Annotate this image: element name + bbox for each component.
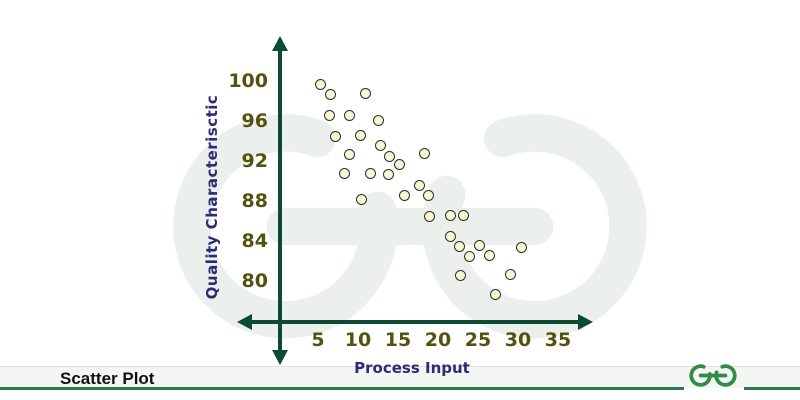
data-point [423, 190, 435, 201]
x-tick-label: 25 [464, 329, 492, 351]
data-point [339, 168, 351, 179]
data-point [394, 159, 406, 170]
data-point [490, 289, 502, 300]
data-point [464, 251, 475, 262]
geeksforgeeks-watermark [173, 114, 647, 339]
data-point [458, 210, 470, 221]
geeksforgeeks-logo [689, 364, 737, 387]
x-axis-line [250, 320, 580, 324]
x-axis-title: Process Input [354, 359, 470, 377]
data-point [399, 190, 411, 201]
x-tick-label: 10 [344, 329, 372, 351]
data-point [372, 115, 384, 126]
data-point [419, 148, 431, 159]
data-point [516, 242, 527, 253]
data-point [444, 231, 456, 242]
y-tick-label: 96 [241, 110, 268, 132]
data-point [315, 79, 327, 90]
y-axis-line [278, 48, 282, 350]
data-point [356, 194, 367, 205]
x-axis-arrow-left-icon [237, 314, 252, 330]
data-point [360, 88, 371, 99]
figure-caption: Scatter Plot [60, 369, 155, 388]
x-tick-label: 30 [504, 329, 532, 351]
footer-divider-left [0, 387, 684, 390]
y-tick-label: 88 [241, 190, 268, 212]
data-point [384, 151, 395, 162]
data-point [383, 169, 395, 180]
x-tick-label: 20 [424, 329, 452, 351]
data-point [444, 210, 456, 221]
data-point [455, 270, 467, 281]
data-point [324, 110, 335, 121]
y-tick-label: 100 [228, 70, 268, 92]
x-tick-label: 15 [384, 329, 412, 351]
data-point [330, 131, 342, 142]
data-point [364, 168, 376, 179]
data-point [414, 180, 426, 191]
data-point [375, 140, 387, 151]
data-point [424, 211, 435, 222]
data-point [484, 250, 495, 261]
data-point [504, 269, 516, 280]
y-tick-label: 80 [241, 270, 268, 292]
x-tick-label: 5 [311, 329, 325, 351]
y-tick-label: 84 [241, 230, 268, 252]
x-tick-label: 35 [544, 329, 572, 351]
data-point [454, 241, 466, 252]
data-point [344, 110, 355, 121]
data-point [474, 240, 486, 251]
data-point [344, 149, 355, 160]
footer-strip [0, 366, 800, 388]
y-tick-label: 92 [241, 150, 268, 172]
data-point [355, 130, 367, 141]
data-point [324, 89, 336, 100]
y-axis-arrow-down-icon [272, 350, 288, 365]
x-axis-arrow-right-icon [578, 314, 593, 330]
footer-divider-right [744, 387, 800, 390]
y-axis-arrow-up-icon [272, 36, 288, 51]
